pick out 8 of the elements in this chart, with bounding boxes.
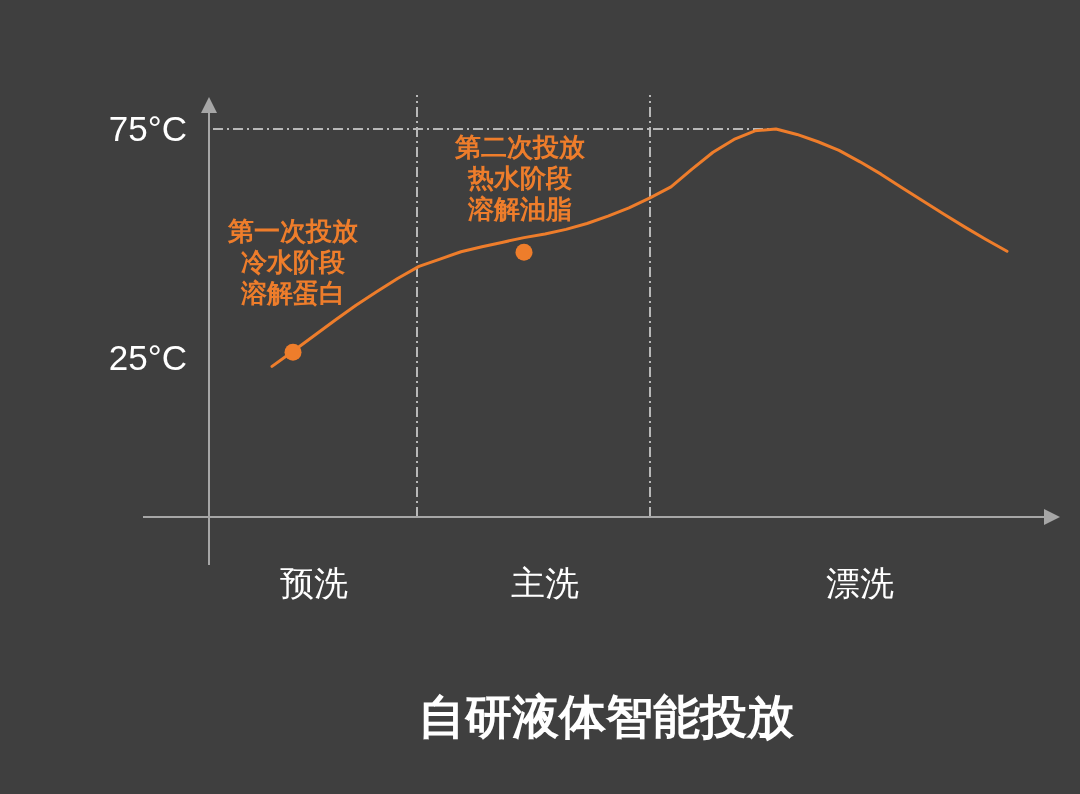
y-tick-label: 25°C [108, 337, 187, 377]
x-tick-label: 主洗 [511, 564, 579, 602]
annotation: 第二次投放热水阶段溶解油脂 [455, 131, 585, 224]
title: 自研液体智能投放 [417, 689, 794, 743]
x-tick-label: 漂洗 [826, 564, 894, 602]
x-tick-label: 预洗 [280, 564, 348, 602]
y-tick-label: 75°C [108, 109, 187, 149]
annotation: 第一次投放冷水阶段溶解蛋白 [228, 216, 358, 309]
